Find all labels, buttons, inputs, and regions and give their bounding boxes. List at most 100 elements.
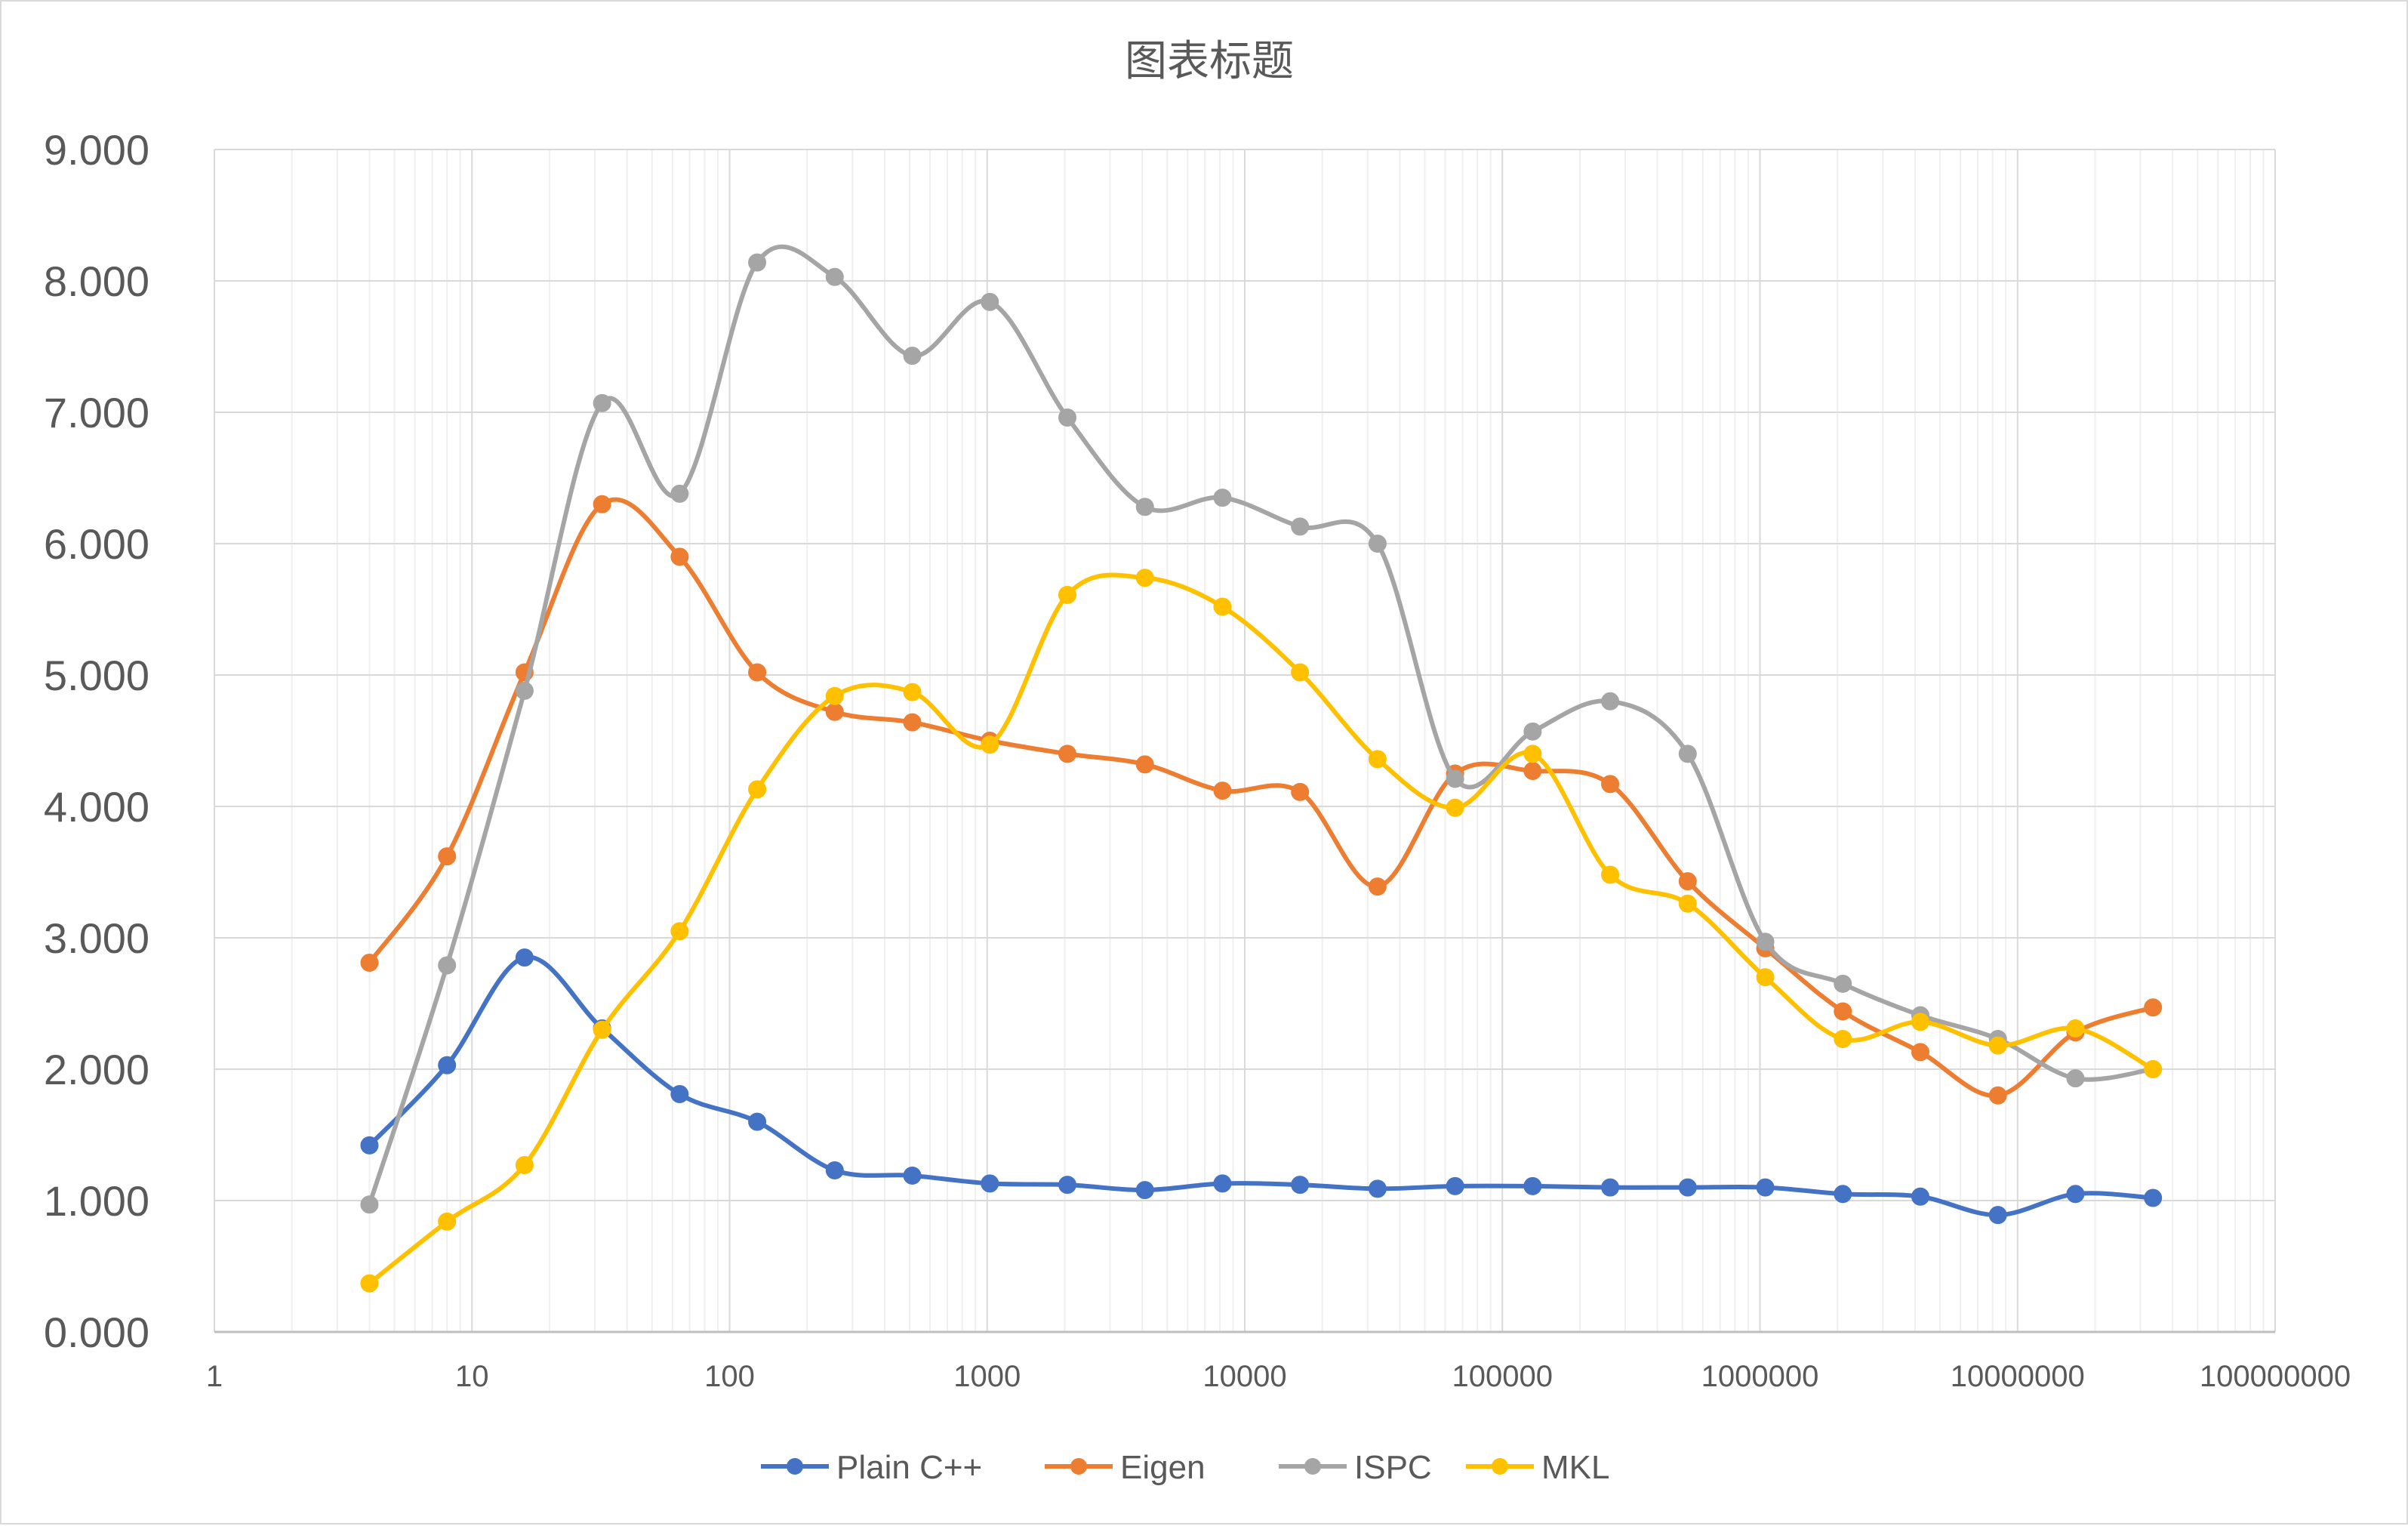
series-line-ispc bbox=[367, 244, 2156, 1207]
x-tick-label: 10000 bbox=[1202, 1360, 1286, 1393]
y-tick-label: 5.000 bbox=[44, 652, 149, 699]
x-tick-label: 10000000 bbox=[1951, 1360, 2085, 1393]
y-tick-label: 6.000 bbox=[44, 520, 149, 568]
data-point-plain-c bbox=[1291, 1176, 1310, 1195]
data-point-plain-c bbox=[670, 1085, 689, 1104]
data-point-plain-c bbox=[1368, 1179, 1387, 1198]
legend-marker bbox=[1304, 1458, 1321, 1475]
data-point-eigen bbox=[1213, 781, 1232, 800]
data-point-eigen bbox=[1678, 872, 1697, 891]
data-point-plain-c bbox=[2066, 1185, 2085, 1204]
y-tick-label: 0.000 bbox=[44, 1309, 149, 1356]
data-point-mkl bbox=[903, 683, 922, 701]
y-tick-label: 4.000 bbox=[44, 783, 149, 831]
legend-marker bbox=[1492, 1458, 1508, 1475]
data-point-plain-c bbox=[438, 1056, 457, 1074]
chart-title: 图表标题 bbox=[1125, 37, 1294, 86]
data-point-ispc bbox=[670, 484, 689, 503]
data-point-eigen bbox=[1911, 1043, 1929, 1062]
x-tick-label: 100000 bbox=[1452, 1360, 1553, 1393]
data-point-eigen bbox=[1523, 762, 1542, 781]
data-point-ispc bbox=[1058, 408, 1076, 427]
data-point-ispc bbox=[1291, 517, 1310, 536]
y-tick-label: 7.000 bbox=[44, 389, 149, 436]
data-point-mkl bbox=[593, 1020, 611, 1039]
data-point-ispc bbox=[1446, 769, 1464, 788]
data-point-plain-c bbox=[1213, 1174, 1232, 1193]
legend-item-ispc: ISPC bbox=[1279, 1449, 1432, 1486]
data-point-ispc bbox=[1834, 974, 1852, 993]
axes: 1 10 100 1000 10000 100000 1000000 10000000 1000… bbox=[44, 126, 2351, 1393]
x-tick-label: 1000 bbox=[953, 1360, 1021, 1393]
data-point-plain-c bbox=[515, 948, 534, 967]
gridlines bbox=[214, 149, 2276, 1333]
legend-label: Eigen bbox=[1120, 1449, 1206, 1486]
series-plain-c bbox=[360, 948, 2163, 1225]
data-point-ispc bbox=[903, 347, 922, 365]
data-point-ispc bbox=[2066, 1069, 2085, 1088]
x-tick-label: 100 bbox=[704, 1360, 755, 1393]
data-point-eigen bbox=[1834, 1002, 1852, 1021]
x-tick-label: 10 bbox=[455, 1360, 489, 1393]
data-point-eigen bbox=[1291, 782, 1310, 801]
legend-item-plain-c: Plain C++ bbox=[761, 1449, 982, 1486]
data-point-mkl bbox=[2066, 1019, 2085, 1038]
data-point-mkl bbox=[1135, 569, 1154, 587]
series-line-plain-c bbox=[367, 954, 2156, 1218]
data-point-mkl bbox=[1601, 865, 1620, 884]
x-tick-label: 100000000 bbox=[2200, 1360, 2351, 1393]
legend-marker bbox=[1070, 1458, 1087, 1475]
data-point-eigen bbox=[1601, 775, 1620, 794]
series-mkl bbox=[360, 569, 2163, 1293]
data-point-plain-c bbox=[825, 1161, 844, 1179]
y-tick-label: 2.000 bbox=[44, 1046, 149, 1093]
data-point-ispc bbox=[360, 1195, 379, 1214]
data-point-mkl bbox=[1291, 663, 1310, 682]
data-point-ispc bbox=[1135, 498, 1154, 516]
data-point-ispc bbox=[1601, 692, 1620, 711]
data-point-mkl bbox=[1834, 1029, 1852, 1048]
data-point-plain-c bbox=[360, 1136, 379, 1155]
data-point-ispc bbox=[825, 267, 844, 286]
legend-label: ISPC bbox=[1354, 1449, 1432, 1486]
data-point-mkl bbox=[2144, 1060, 2163, 1078]
data-point-eigen bbox=[593, 495, 611, 513]
data-point-eigen bbox=[1988, 1086, 2007, 1105]
data-point-ispc bbox=[1213, 489, 1232, 507]
legend-marker bbox=[787, 1458, 803, 1475]
data-point-plain-c bbox=[1135, 1181, 1154, 1200]
data-point-plain-c bbox=[1911, 1187, 1929, 1206]
data-point-eigen bbox=[360, 954, 379, 973]
data-point-ispc bbox=[748, 253, 767, 272]
series-ispc bbox=[360, 244, 2163, 1214]
legend-label: MKL bbox=[1541, 1449, 1609, 1486]
data-point-eigen bbox=[1135, 755, 1154, 774]
data-point-ispc bbox=[1756, 933, 1775, 951]
y-tick-label: 8.000 bbox=[44, 257, 149, 305]
data-point-plain-c bbox=[2144, 1188, 2163, 1207]
data-point-ispc bbox=[593, 393, 611, 412]
data-point-mkl bbox=[1911, 1013, 1929, 1031]
data-point-mkl bbox=[1368, 750, 1387, 769]
data-point-ispc bbox=[1368, 535, 1387, 553]
data-point-mkl bbox=[825, 686, 844, 705]
legend-item-mkl: MKL bbox=[1466, 1449, 1609, 1486]
data-point-plain-c bbox=[1834, 1185, 1852, 1204]
data-point-eigen bbox=[903, 713, 922, 732]
data-point-eigen bbox=[1368, 877, 1387, 896]
data-point-eigen bbox=[2144, 998, 2163, 1017]
data-point-plain-c bbox=[981, 1174, 999, 1193]
data-point-mkl bbox=[1988, 1036, 2007, 1055]
data-point-ispc bbox=[438, 956, 457, 975]
data-point-mkl bbox=[1213, 597, 1232, 616]
data-point-mkl bbox=[1058, 585, 1076, 604]
series-line-eigen bbox=[367, 497, 2156, 1098]
data-point-mkl bbox=[748, 780, 767, 799]
data-point-plain-c bbox=[1601, 1178, 1620, 1197]
data-point-mkl bbox=[515, 1156, 534, 1175]
legend-label: Plain C++ bbox=[836, 1449, 982, 1486]
y-tick-label: 9.000 bbox=[44, 126, 149, 174]
data-point-plain-c bbox=[1678, 1178, 1697, 1197]
data-point-plain-c bbox=[1756, 1178, 1775, 1197]
